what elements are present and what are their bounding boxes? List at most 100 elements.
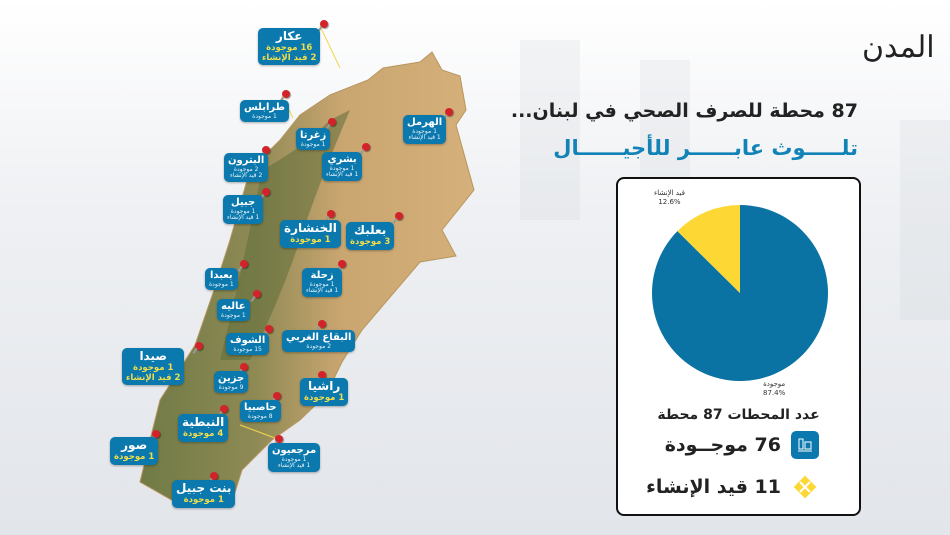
region-count: 1 قيد الإنشاء [306, 287, 339, 295]
region-count: 1 موجودة [281, 455, 307, 463]
map-pin-icon [210, 472, 218, 480]
region-label: الخنشارة 1 موجودة [280, 220, 341, 248]
region-label: صيدا 1 موجودة 2 قيد الإنشاء [122, 348, 185, 386]
background-decoration [900, 120, 950, 320]
existing-row: 76 موجــودة [665, 431, 819, 459]
region-label: زحلة 1 موجودة 1 قيد الإنشاء [302, 268, 343, 298]
subheadline: تلـــــوث عابــــــر للأجيــــــال [553, 136, 858, 160]
map-pin-icon [253, 290, 261, 298]
treatment-plant-icon [791, 431, 819, 459]
region-count: 1 موجودة [304, 392, 345, 403]
region-count: 8 موجودة [247, 412, 273, 420]
region-count: 1 موجودة [412, 127, 437, 135]
region-label: بشري 1 موجودة 1 قيد الإنشاء [322, 152, 363, 182]
region-count: 2 قيد الإنشاء [262, 52, 317, 63]
region-label: راشيا 1 موجودة [300, 378, 349, 406]
map-pin-icon [240, 363, 248, 371]
region-name: راشيا [308, 379, 341, 393]
map-pin-icon [262, 146, 270, 154]
map-pin-icon [152, 430, 160, 438]
region-count: 1 قيد الإنشاء [277, 462, 311, 470]
region-label: بعلبك 3 موجودة [346, 222, 395, 250]
region-count: 2 موجودة [306, 342, 332, 350]
region-name: زحلة [310, 270, 334, 281]
map-pin-icon [195, 342, 203, 350]
region-count: 1 موجودة [252, 112, 277, 120]
region-label: الهرمل 1 موجودة 1 قيد الإنشاء [403, 115, 447, 145]
region-name: عكار [275, 29, 303, 43]
region-name: بعلبك [354, 223, 387, 237]
region-count: 1 موجودة [230, 207, 256, 215]
region-name: الشوف [230, 335, 266, 346]
background-decoration [520, 40, 580, 220]
region-count: 2 موجودة [233, 165, 259, 173]
region-name: حاصبيا [244, 402, 277, 413]
region-label: حاصبيا 8 موجودة [240, 400, 281, 423]
map-pin-icon [240, 260, 248, 268]
region-name: بشري [327, 154, 357, 165]
map-pin-icon [282, 90, 290, 98]
region-count: 1 قيد الإنشاء [408, 134, 441, 142]
region-label: البقاع الغربي 2 موجودة [282, 330, 356, 353]
region-label: بنت جبيل 1 موجودة [172, 480, 236, 508]
region-name: النبطية [182, 415, 225, 429]
map-pin-icon [328, 118, 336, 126]
construction-row: 11 قيد الإنشاء [646, 473, 819, 501]
region-name: البترون [228, 155, 265, 166]
region-count: 1 موجودة [290, 234, 331, 245]
construction-count: 11 قيد الإنشاء [646, 476, 781, 498]
map-pin-icon [273, 392, 281, 400]
stats-card: قيد الإنشاء 12.6% موجودة 87.4% عدد المحطات… [616, 177, 861, 516]
region-count: 2 قيد الإنشاء [126, 372, 181, 383]
region-name: طرابلس [244, 102, 286, 113]
region-label: عاليه 1 موجودة [217, 299, 250, 322]
map-pin-icon [220, 405, 228, 413]
region-count: 1 موجودة [183, 494, 224, 505]
region-label: جزين 9 موجودة [214, 371, 249, 394]
slice-value: 87.4% [763, 389, 786, 398]
region-count: 9 موجودة [218, 383, 244, 391]
construction-tools-icon [791, 473, 819, 501]
region-name: مرجعيون [272, 445, 317, 456]
region-label: الشوف 15 موجودة [226, 333, 270, 356]
region-count: 1 موجودة [114, 451, 155, 462]
map-pin-icon [320, 20, 328, 28]
region-name: زغرتا [300, 130, 327, 141]
region-count: 16 موجودة [266, 42, 313, 53]
region-label: عكار 16 موجودة 2 قيد الإنشاء [258, 28, 321, 66]
map-pin-icon [395, 212, 403, 220]
pie-label-construction: قيد الإنشاء 12.6% [654, 189, 685, 207]
region-count: 4 موجودة [182, 428, 224, 439]
region-count: 1 قيد الإنشاء [227, 214, 260, 222]
map-pin-icon [275, 435, 283, 443]
region-name: جبيل [230, 197, 256, 208]
region-count: 1 موجودة [329, 164, 355, 172]
region-label: مرجعيون 1 موجودة 1 قيد الإنشاء [268, 443, 321, 473]
pie-slice-construction [677, 205, 740, 293]
region-label: جبيل 1 موجودة 1 قيد الإنشاء [223, 195, 264, 225]
region-label: طرابلس 1 موجودة [240, 100, 290, 123]
map-pin-icon [318, 320, 326, 328]
region-name: البقاع الغربي [286, 332, 352, 343]
region-label: صور 1 موجودة [110, 437, 159, 465]
almodon-logo: المدن [862, 30, 935, 65]
map-pin-icon [262, 188, 270, 196]
existing-count: 76 موجــودة [664, 434, 781, 456]
region-count: 1 موجودة [133, 362, 174, 373]
slice-value: 12.6% [658, 198, 681, 207]
region-name: الخنشارة [284, 221, 337, 235]
region-name: بنت جبيل [176, 481, 232, 495]
region-count: 3 موجودة [350, 236, 391, 247]
map-pin-icon [338, 260, 346, 268]
region-count: 1 قيد الإنشاء [326, 171, 359, 179]
map-pin-icon [265, 325, 273, 333]
region-count: 1 موجودة [309, 280, 335, 288]
region-label: بعبدا 1 موجودة [205, 268, 238, 291]
region-name: عاليه [221, 301, 246, 312]
region-count: 1 موجودة [300, 140, 326, 148]
region-label: النبطية 4 موجودة [178, 414, 229, 442]
slice-label: قيد الإنشاء [654, 189, 685, 197]
map-pin-icon [318, 371, 326, 379]
map-pin-icon [327, 210, 335, 218]
region-count: 1 موجودة [209, 280, 234, 288]
